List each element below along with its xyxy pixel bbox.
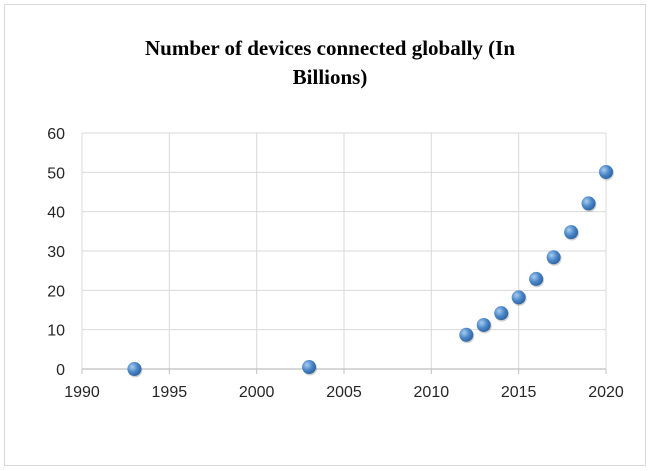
x-tick-label: 2015: [501, 384, 537, 401]
y-tick-label: 0: [56, 362, 65, 379]
x-tick-label: 1990: [64, 384, 100, 401]
x-tick-label: 2005: [326, 384, 362, 401]
data-point: [546, 250, 561, 265]
y-tick-label: 20: [47, 283, 65, 300]
grid-lines: [81, 132, 607, 369]
y-tick-label: 50: [47, 165, 65, 182]
x-tick-label: 1995: [152, 384, 188, 401]
data-point: [581, 196, 596, 211]
tick-labels: 0 10 20 30 40 50 60 1990 1995 2000 2005 2010 2015 202…: [47, 126, 624, 401]
x-tick-label: 2020: [588, 384, 624, 401]
y-tick-label: 60: [47, 126, 65, 143]
axes: [81, 368, 607, 374]
data-point: [302, 360, 317, 375]
x-tick-label: 2000: [239, 384, 275, 401]
y-tick-label: 10: [47, 323, 65, 340]
y-tick-label: 30: [47, 244, 65, 261]
y-tick-label: 40: [47, 205, 65, 222]
chart-title-line-2: Billions): [292, 65, 368, 89]
data-points: [127, 164, 614, 378]
data-point: [529, 271, 544, 286]
data-point: [599, 164, 613, 179]
data-point: [564, 225, 579, 240]
data-point: [494, 306, 509, 321]
data-point: [511, 290, 526, 305]
data-point: [459, 327, 474, 342]
chart-frame: [4, 4, 646, 466]
data-point: [476, 317, 491, 332]
x-tick-label: 2010: [414, 384, 450, 401]
chart-title: Number of devices connected globally (In…: [60, 34, 600, 92]
data-point: [127, 362, 142, 376]
chart-title-line-1: Number of devices connected globally (In: [144, 36, 515, 60]
